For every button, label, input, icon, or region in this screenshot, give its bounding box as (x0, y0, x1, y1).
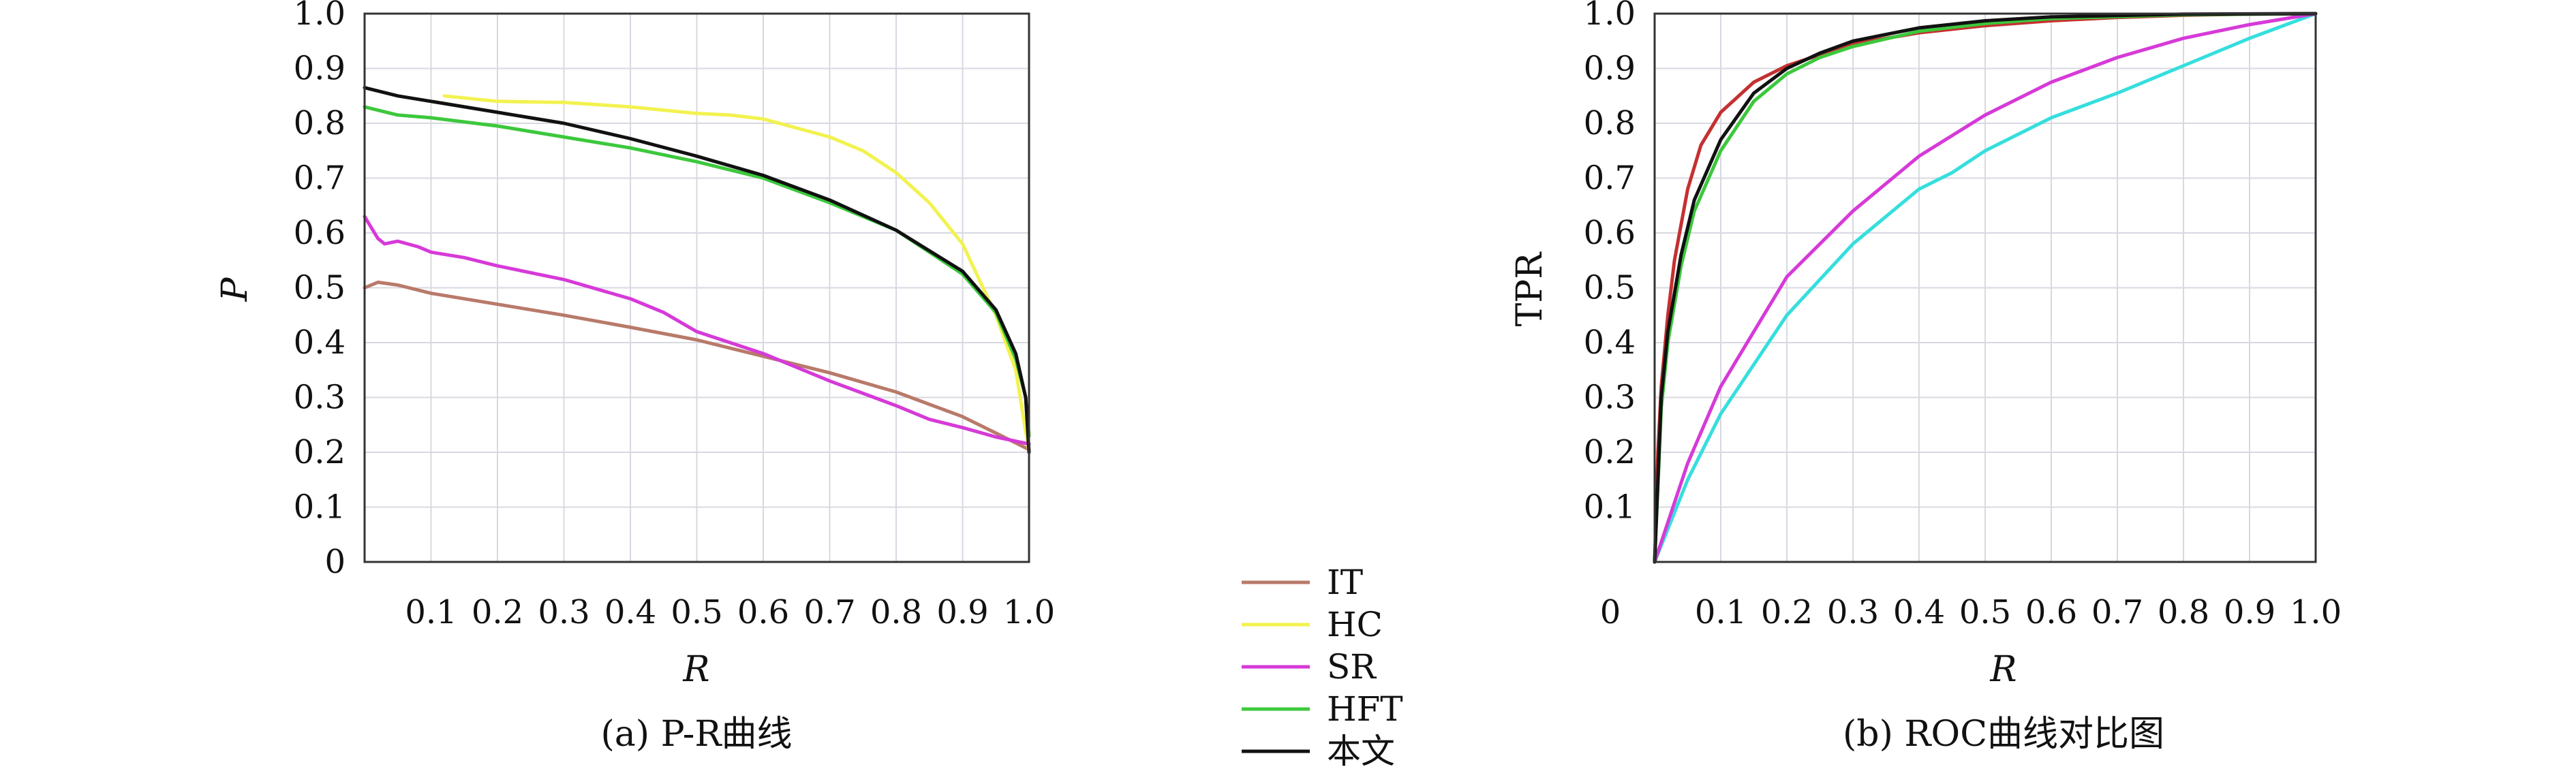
roc-x-tick-label: 0.9 (2224, 593, 2275, 631)
legend-label-hc: HC (1327, 605, 1383, 644)
pr-caption: (a) P-R曲线 (601, 714, 793, 755)
roc-y-tick-label: 0.3 (1584, 379, 1636, 417)
roc-series (1653, 12, 2318, 564)
legend-label-hft: HFT (1327, 689, 1403, 729)
pr-x-tick-label: 0.3 (538, 593, 589, 631)
chart-pr-curve: 0.1 0.2 0.3 0.4 0.5 0.6 0.7 0.8 0.9 1.0 00.10.20.… (215, 0, 1055, 755)
roc-plot-frame (1653, 12, 2317, 563)
legend-label-it: IT (1327, 563, 1363, 602)
legend-label-ours: 本文 (1327, 732, 1395, 769)
pr-x-ticks: 0.1 0.2 0.3 0.4 0.5 0.6 0.7 0.8 0.9 1.0 (405, 593, 1055, 631)
pr-series (363, 86, 1031, 454)
roc-x-tick-label: 0.4 (1893, 593, 1945, 631)
pr-y-axis-label: P (215, 277, 256, 302)
roc-x-tick-label: 0.3 (1827, 593, 1879, 631)
pr-x-tick-label: 0.8 (870, 593, 922, 631)
roc-y-tick-label: 0.5 (1584, 269, 1636, 307)
pr-y-tick-label: 1.0 (294, 0, 346, 33)
pr-x-tick-label: 0.1 (405, 593, 457, 631)
roc-x-ticks: 0 0.1 0.2 0.3 0.4 0.5 0.6 0.7 0.8 0.9 1.0 (1600, 593, 2342, 631)
pr-series-it-line (363, 280, 1031, 452)
pr-grid (365, 14, 1029, 562)
pr-y-tick-label: 0.6 (294, 214, 346, 252)
roc-y-tick-label: 0.4 (1584, 324, 1636, 362)
pr-y-tick-label: 0 (324, 543, 346, 581)
pr-x-tick-label: 0.6 (737, 593, 789, 631)
roc-caption: (b) ROC曲线对比图 (1843, 714, 2164, 755)
pr-y-tick-label: 0.5 (294, 269, 346, 307)
roc-grid (1655, 14, 2316, 562)
legend-label-sr: SR (1327, 647, 1377, 687)
pr-series-hc-line (442, 94, 1031, 454)
pr-x-axis-label: R (682, 649, 709, 690)
pr-x-tick-label: 1.0 (1003, 593, 1055, 631)
chart-roc-curve: 0 0.1 0.2 0.3 0.4 0.5 0.6 0.7 0.8 0.9 1.0 0.10.20.… (1509, 0, 2342, 755)
roc-y-tick-label: 0.1 (1584, 488, 1636, 527)
roc-y-axis-label: TPR (1509, 251, 1550, 327)
pr-x-tick-label: 0.7 (803, 593, 855, 631)
roc-x-tick-label: 0.2 (1761, 593, 1813, 631)
roc-series-ours-line (1653, 12, 2318, 564)
pr-x-tick-label: 0.4 (604, 593, 656, 631)
pr-y-tick-label: 0.3 (294, 379, 346, 417)
roc-y-tick-label: 0.2 (1584, 433, 1636, 471)
pr-series-sr-line (363, 215, 1031, 446)
roc-y-tick-label: 1.0 (1584, 0, 1636, 33)
roc-x-tick-label: 0.1 (1695, 593, 1747, 631)
roc-series-hc-line (1653, 12, 2318, 564)
legend-item-sr: SR (1242, 647, 1377, 687)
roc-y-tick-label: 0.6 (1584, 214, 1636, 252)
roc-y-tick-label: 0.7 (1584, 159, 1636, 198)
roc-y-ticks: 0.1 0.2 0.3 0.4 0.5 0.6 0.7 0.8 0.9 1.0 (1584, 0, 1636, 527)
pr-x-tick-label: 0.5 (671, 593, 722, 631)
roc-x-axis-label: R (1989, 649, 2017, 690)
roc-series-hft-line (1653, 12, 2318, 564)
pr-x-tick-label: 0.2 (472, 593, 523, 631)
pr-y-tick-label: 0.9 (294, 50, 346, 88)
roc-y-tick-label: 0.9 (1584, 50, 1636, 88)
pr-y-tick-label: 0.7 (294, 159, 346, 198)
pr-y-tick-label: 0.1 (294, 488, 346, 527)
pr-series-hft-line (363, 105, 1031, 438)
pr-y-tick-label: 0.4 (294, 324, 346, 362)
roc-x-tick-label: 0.6 (2025, 593, 2077, 631)
legend-item-hft: HFT (1242, 689, 1403, 729)
pr-series-ours-line (363, 86, 1031, 454)
roc-x-tick-label: 1.0 (2290, 593, 2342, 631)
roc-y-tick-label: 0.8 (1584, 104, 1636, 142)
roc-series-sr-line (1653, 12, 2318, 564)
pr-y-tick-label: 0.2 (294, 433, 346, 471)
roc-x-tick-label: 0.5 (1959, 593, 2011, 631)
roc-x-tick-label: 0.8 (2158, 593, 2209, 631)
pr-y-tick-label: 0.8 (294, 104, 346, 142)
legend-item-ours: 本文 (1242, 732, 1395, 769)
pr-y-ticks: 0 0.1 0.2 0.3 0.4 0.5 0.6 0.7 0.8 0.9 1.0 (294, 0, 346, 581)
legend-item-it: IT (1242, 563, 1363, 602)
roc-x-tick-label: 0.7 (2091, 593, 2143, 631)
pr-plot-frame (363, 12, 1030, 563)
pr-x-tick-label: 0.9 (936, 593, 988, 631)
roc-x-tick-label: 0 (1600, 593, 1621, 631)
legend-item-hc: HC (1242, 605, 1383, 644)
